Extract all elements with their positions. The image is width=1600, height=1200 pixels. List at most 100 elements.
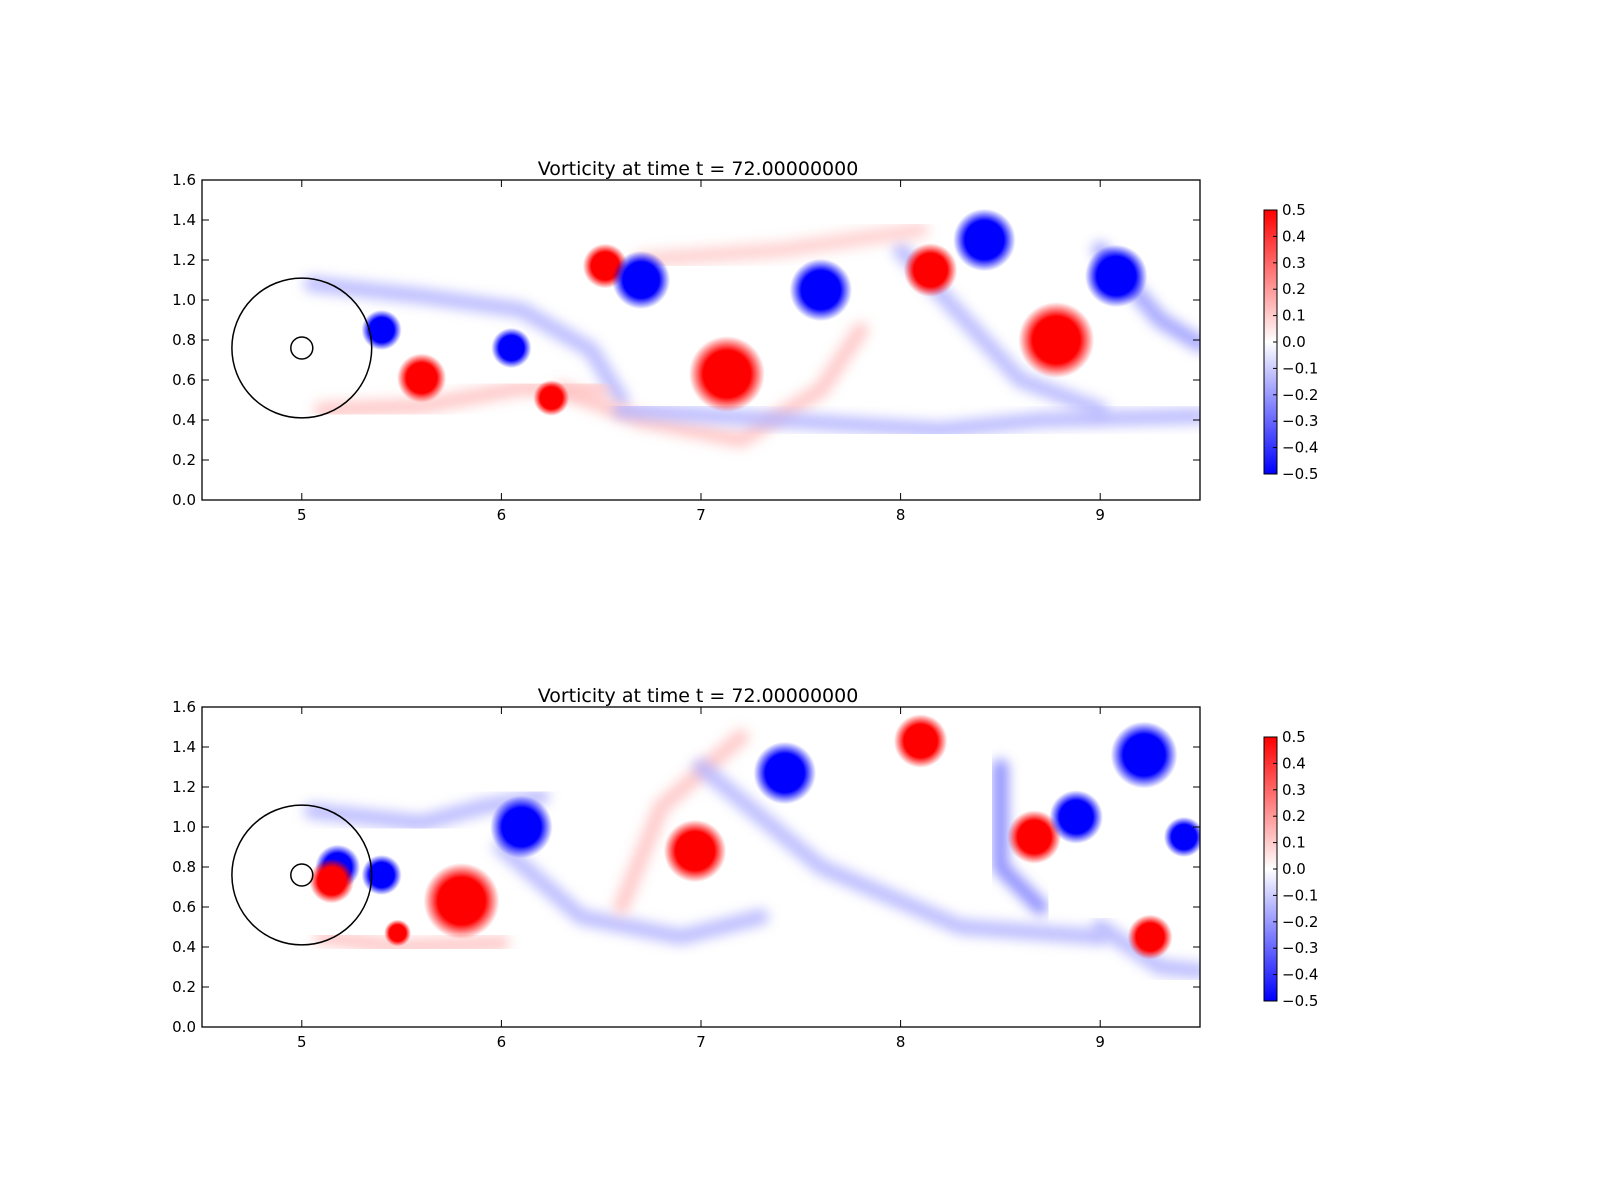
negative-vortex <box>789 258 853 322</box>
colorbar-tick-label: −0.4 <box>1282 966 1318 984</box>
vorticity-field <box>202 707 1200 1027</box>
positive-vortex <box>1007 810 1062 864</box>
y-tick-label: 1.6 <box>172 171 196 189</box>
colorbar-tick-label: −0.5 <box>1282 992 1318 1010</box>
positive-vortex <box>893 714 948 768</box>
negative-vortex <box>753 741 817 805</box>
colorbar-tick-label: 0.4 <box>1282 754 1306 772</box>
y-tick-label: 1.0 <box>172 291 196 309</box>
y-tick-label: 1.2 <box>172 251 196 269</box>
colorbar-tick-label: 0.0 <box>1282 860 1306 878</box>
x-tick-label: 5 <box>297 1033 307 1051</box>
negative-vortex <box>491 327 532 369</box>
y-tick-label: 0.0 <box>172 491 196 509</box>
positive-vortex <box>384 919 411 947</box>
x-tick-label: 6 <box>497 506 507 524</box>
colorbar-tick-label: −0.4 <box>1282 439 1318 457</box>
shear-layer <box>992 759 1049 915</box>
colorbar-tick-label: 0.2 <box>1282 807 1306 825</box>
y-axis: 0.0 0.2 0.4 0.6 0.8 1.0 1.2 1.4 1.6 <box>172 171 1200 509</box>
x-tick-label: 7 <box>696 506 706 524</box>
negative-vortex <box>1163 816 1200 858</box>
colorbar-tick-label: −0.3 <box>1282 412 1318 430</box>
y-tick-label: 1.0 <box>172 818 196 836</box>
negative-vortex <box>1084 244 1148 308</box>
y-tick-label: 1.4 <box>172 738 196 756</box>
colorbar-tick-label: 0.1 <box>1282 834 1306 852</box>
panel-title: Vorticity at time t = 72.00000000 <box>538 685 859 707</box>
positive-vortex <box>663 819 727 883</box>
y-tick-label: 0.6 <box>172 898 196 916</box>
negative-vortex <box>1049 790 1103 844</box>
x-tick-label: 6 <box>497 1033 507 1051</box>
shear-layer <box>493 839 769 945</box>
positive-vortex <box>397 353 447 403</box>
y-axis: 0.0 0.2 0.4 0.6 0.8 1.0 1.2 1.4 1.6 <box>172 698 1200 1036</box>
x-axis: 5 6 7 8 9 <box>297 707 1105 1051</box>
positive-vortex <box>309 858 355 904</box>
y-tick-label: 1.2 <box>172 778 196 796</box>
colorbar-tick-label: 0.5 <box>1282 728 1306 746</box>
colorbar-tick-label: −0.1 <box>1282 886 1318 904</box>
positive-vortex <box>903 243 958 297</box>
colorbar-tick-label: −0.3 <box>1282 939 1318 957</box>
negative-vortex <box>490 795 553 859</box>
colorbar-tick-label: 0.1 <box>1282 307 1306 325</box>
colorbar-tick-label: 0.4 <box>1282 227 1306 245</box>
cylinder-circle <box>290 863 314 887</box>
shear-layer <box>313 929 510 955</box>
y-tick-label: 0.4 <box>172 938 196 956</box>
x-tick-label: 8 <box>896 1033 906 1051</box>
panel-title: Vorticity at time t = 72.00000000 <box>538 158 859 180</box>
shear-layer <box>1092 919 1200 979</box>
colorbar-tick-label: −0.5 <box>1282 465 1318 483</box>
colorbar-tick-label: 0.5 <box>1282 201 1306 219</box>
x-tick-label: 7 <box>696 1033 706 1051</box>
negative-vortex <box>612 250 671 310</box>
x-tick-label: 8 <box>896 506 906 524</box>
y-tick-label: 0.6 <box>172 371 196 389</box>
outer-circle <box>231 277 373 419</box>
colorbar-tick-label: 0.2 <box>1282 280 1306 298</box>
colorbar-tick-label: 0.3 <box>1282 781 1306 799</box>
vorticity-field <box>202 180 1200 500</box>
x-tick-label: 5 <box>297 506 307 524</box>
colorbar-tick-label: −0.2 <box>1282 913 1318 931</box>
y-tick-label: 1.6 <box>172 698 196 716</box>
y-tick-label: 0.2 <box>172 978 196 996</box>
colorbar-tick-label: 0.3 <box>1282 254 1306 272</box>
shear-layer <box>303 276 630 408</box>
y-tick-label: 0.0 <box>172 1018 196 1036</box>
y-tick-label: 1.4 <box>172 211 196 229</box>
colorbar-tick-label: −0.2 <box>1282 386 1318 404</box>
colorbar-tick-label: 0.0 <box>1282 333 1306 351</box>
x-tick-label: 9 <box>1095 1033 1105 1051</box>
positive-vortex <box>423 863 500 939</box>
x-tick-label: 9 <box>1095 506 1105 524</box>
colorbar: 0.5 0.4 0.3 0.2 0.1 0.0 −0.1 −0.2 −0.3 −0.4 −0.5 <box>1263 728 1318 1010</box>
shear-layer <box>693 759 1109 945</box>
negative-vortex <box>361 854 402 896</box>
outer-circle <box>231 804 373 946</box>
positive-vortex <box>533 380 570 416</box>
positive-vortex <box>1018 302 1095 378</box>
y-tick-label: 0.4 <box>172 411 196 429</box>
positive-vortex <box>688 336 765 412</box>
colorbar: 0.5 0.4 0.3 0.2 0.1 0.0 −0.1 −0.2 −0.3 −0.4 −0.5 <box>1263 201 1318 483</box>
y-tick-label: 0.2 <box>172 451 196 469</box>
negative-vortex <box>1110 721 1178 789</box>
positive-vortex <box>1127 914 1173 960</box>
x-axis: 5 6 7 8 9 <box>297 180 1105 524</box>
cylinder-circle <box>290 336 314 360</box>
shear-layer <box>613 729 749 915</box>
negative-vortex <box>361 309 402 351</box>
shear-layer <box>613 402 1200 438</box>
y-tick-label: 0.8 <box>172 858 196 876</box>
shear-layer <box>633 222 929 268</box>
y-tick-label: 0.8 <box>172 331 196 349</box>
negative-vortex <box>953 208 1016 272</box>
colorbar-tick-label: −0.1 <box>1282 359 1318 377</box>
